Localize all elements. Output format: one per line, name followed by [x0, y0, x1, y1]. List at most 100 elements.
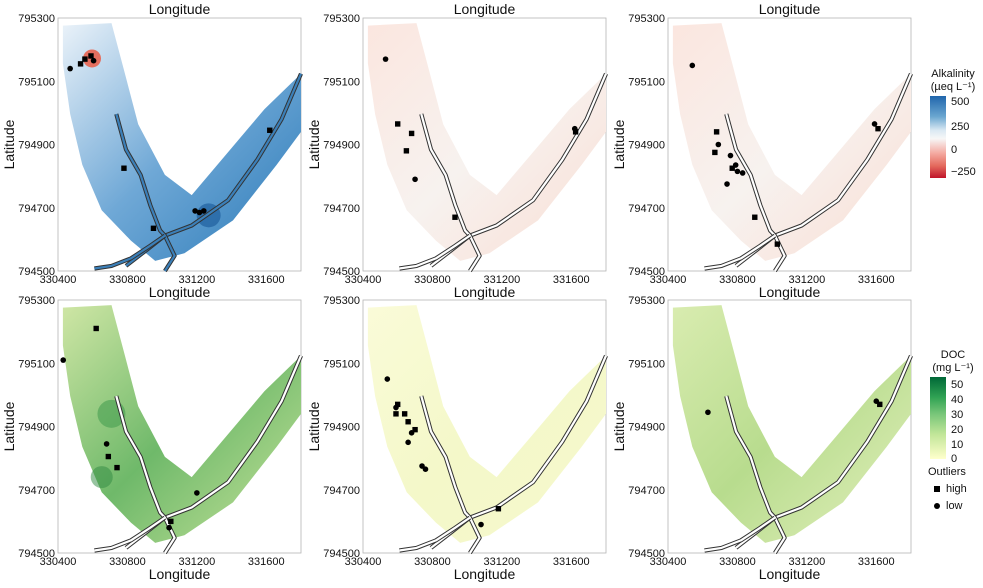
- y-tick-label: 794700: [18, 203, 55, 215]
- map-panel: 794500 794700 794900 795100 795300 330400 3308…: [306, 1, 608, 300]
- y-tick-label: 795300: [628, 13, 665, 25]
- y-tick-label: 794500: [323, 266, 360, 278]
- outlier-low-point: [734, 168, 741, 175]
- outliers-legend-title: Outliers: [928, 466, 966, 478]
- x-tick-label: 330800: [414, 274, 451, 286]
- outlier-high-point: [93, 325, 99, 332]
- map-panel: 794500 794700 794900 795100 795300 330400 3308…: [1, 295, 303, 582]
- river-channel: [399, 234, 471, 270]
- map-panel: 794500 794700 794900 795100 795300 330400 3308…: [611, 295, 913, 582]
- alkalinity-tick: 500: [951, 96, 970, 108]
- x-tick-label: 330800: [109, 556, 146, 568]
- y-tick-label: 794500: [18, 548, 55, 560]
- river-channel: [94, 516, 166, 552]
- outlier-low-point: [196, 209, 203, 216]
- outlier-low-point: [384, 376, 391, 382]
- outlier-low-point: [727, 152, 734, 159]
- clipped-top-title: Longitude: [149, 1, 211, 17]
- y-tick-label: 794900: [323, 140, 360, 152]
- y-axis-label: Latitude: [611, 401, 627, 451]
- doc-tick: 40: [951, 394, 964, 406]
- x-tick-label: 331600: [858, 556, 895, 568]
- doc-legend-title: DOC: [940, 349, 966, 361]
- interpolated-field: [672, 305, 911, 543]
- doc-tick: 0: [951, 453, 958, 465]
- outlier-low-point: [67, 65, 73, 72]
- outlier-high-point: [729, 165, 735, 171]
- outlier-high-point: [395, 121, 401, 127]
- outlier-low-point: [724, 181, 730, 187]
- clipped-top-title: Longitude: [454, 1, 516, 17]
- y-tick-label: 795100: [18, 358, 55, 370]
- x-axis-label: Longitude: [759, 566, 821, 582]
- outlier-high-point: [452, 214, 458, 220]
- x-tick-label: 330400: [650, 556, 687, 568]
- y-tick-label: 794500: [628, 548, 665, 560]
- y-tick-label: 794700: [628, 485, 665, 497]
- river-channel: [420, 395, 481, 554]
- y-tick-label: 794900: [323, 422, 360, 434]
- x-tick-label: 331600: [248, 274, 285, 286]
- x-tick-label: 331200: [788, 274, 825, 286]
- x-tick-label: 330400: [650, 274, 687, 286]
- river-channel: [725, 113, 786, 272]
- y-tick-label: 795100: [323, 358, 360, 370]
- river-channel: [725, 395, 786, 554]
- x-tick-label: 331600: [248, 556, 285, 568]
- clipped-top-title: Longitude: [759, 1, 821, 17]
- river-channel: [704, 516, 776, 552]
- outlier-high-point: [88, 53, 94, 59]
- outlier-low-point: [478, 521, 484, 528]
- outlier-high-point: [774, 241, 781, 247]
- alkalinity-tick: 250: [951, 121, 970, 133]
- outlier-low-point: [871, 121, 878, 127]
- y-tick-label: 794700: [323, 485, 360, 497]
- outliers-legend-low-label: low: [946, 500, 963, 512]
- y-tick-label: 794700: [323, 203, 360, 215]
- river-channel: [115, 113, 176, 272]
- x-tick-label: 330400: [345, 274, 382, 286]
- outlier-low-point: [705, 409, 711, 416]
- y-tick-label: 795300: [18, 295, 55, 307]
- outlier-low-point: [405, 439, 411, 446]
- river-channel: [94, 234, 166, 270]
- alkalinity-legend-title: Alkalinity: [931, 68, 975, 80]
- outlier-high-point: [403, 148, 410, 154]
- alkalinity-colorbar: [930, 96, 946, 178]
- interpolated-field: [367, 23, 606, 261]
- x-tick-label: 331600: [553, 556, 590, 568]
- map-panel: 794500 794700 794900 795100 795300 330400 3308…: [306, 295, 608, 582]
- x-tick-label: 331600: [858, 274, 895, 286]
- outlier-high-point: [168, 518, 174, 525]
- outliers-legend: Outliers high low: [928, 466, 982, 516]
- x-tick-label: 330800: [719, 274, 756, 286]
- y-tick-label: 794900: [18, 140, 55, 152]
- outlier-low-point: [382, 56, 389, 62]
- y-tick-label: 794500: [18, 266, 55, 278]
- outlier-high-point: [877, 401, 883, 408]
- outlier-low-point: [412, 176, 418, 183]
- outlier-high-point: [114, 464, 120, 471]
- alkalinity-legend: Alkalinity (µeq L⁻¹) 500 250 0 −250: [925, 68, 981, 188]
- outlier-low-point: [689, 62, 696, 69]
- alkalinity-tick: 0: [951, 144, 958, 156]
- doc-tick: 10: [951, 439, 964, 451]
- outlier-high-point: [105, 453, 112, 460]
- y-tick-label: 795100: [628, 76, 665, 88]
- interpolated-field: [367, 305, 606, 543]
- y-axis-label: Latitude: [306, 119, 322, 169]
- y-tick-label: 795100: [18, 76, 55, 88]
- y-axis-label: Latitude: [611, 119, 627, 169]
- x-tick-label: 331200: [178, 274, 215, 286]
- outlier-low-point: [715, 141, 722, 148]
- x-tick-label: 331200: [483, 274, 520, 286]
- outlier-high-point: [412, 426, 418, 433]
- outlier-low-point: [732, 162, 739, 168]
- x-tick-label: 331200: [178, 556, 215, 568]
- outlier-high-point: [405, 419, 411, 425]
- outlier-low-point: [201, 208, 207, 214]
- outlier-low-point: [90, 57, 97, 64]
- outlier-high-point: [393, 411, 399, 417]
- y-tick-label: 794500: [628, 266, 665, 278]
